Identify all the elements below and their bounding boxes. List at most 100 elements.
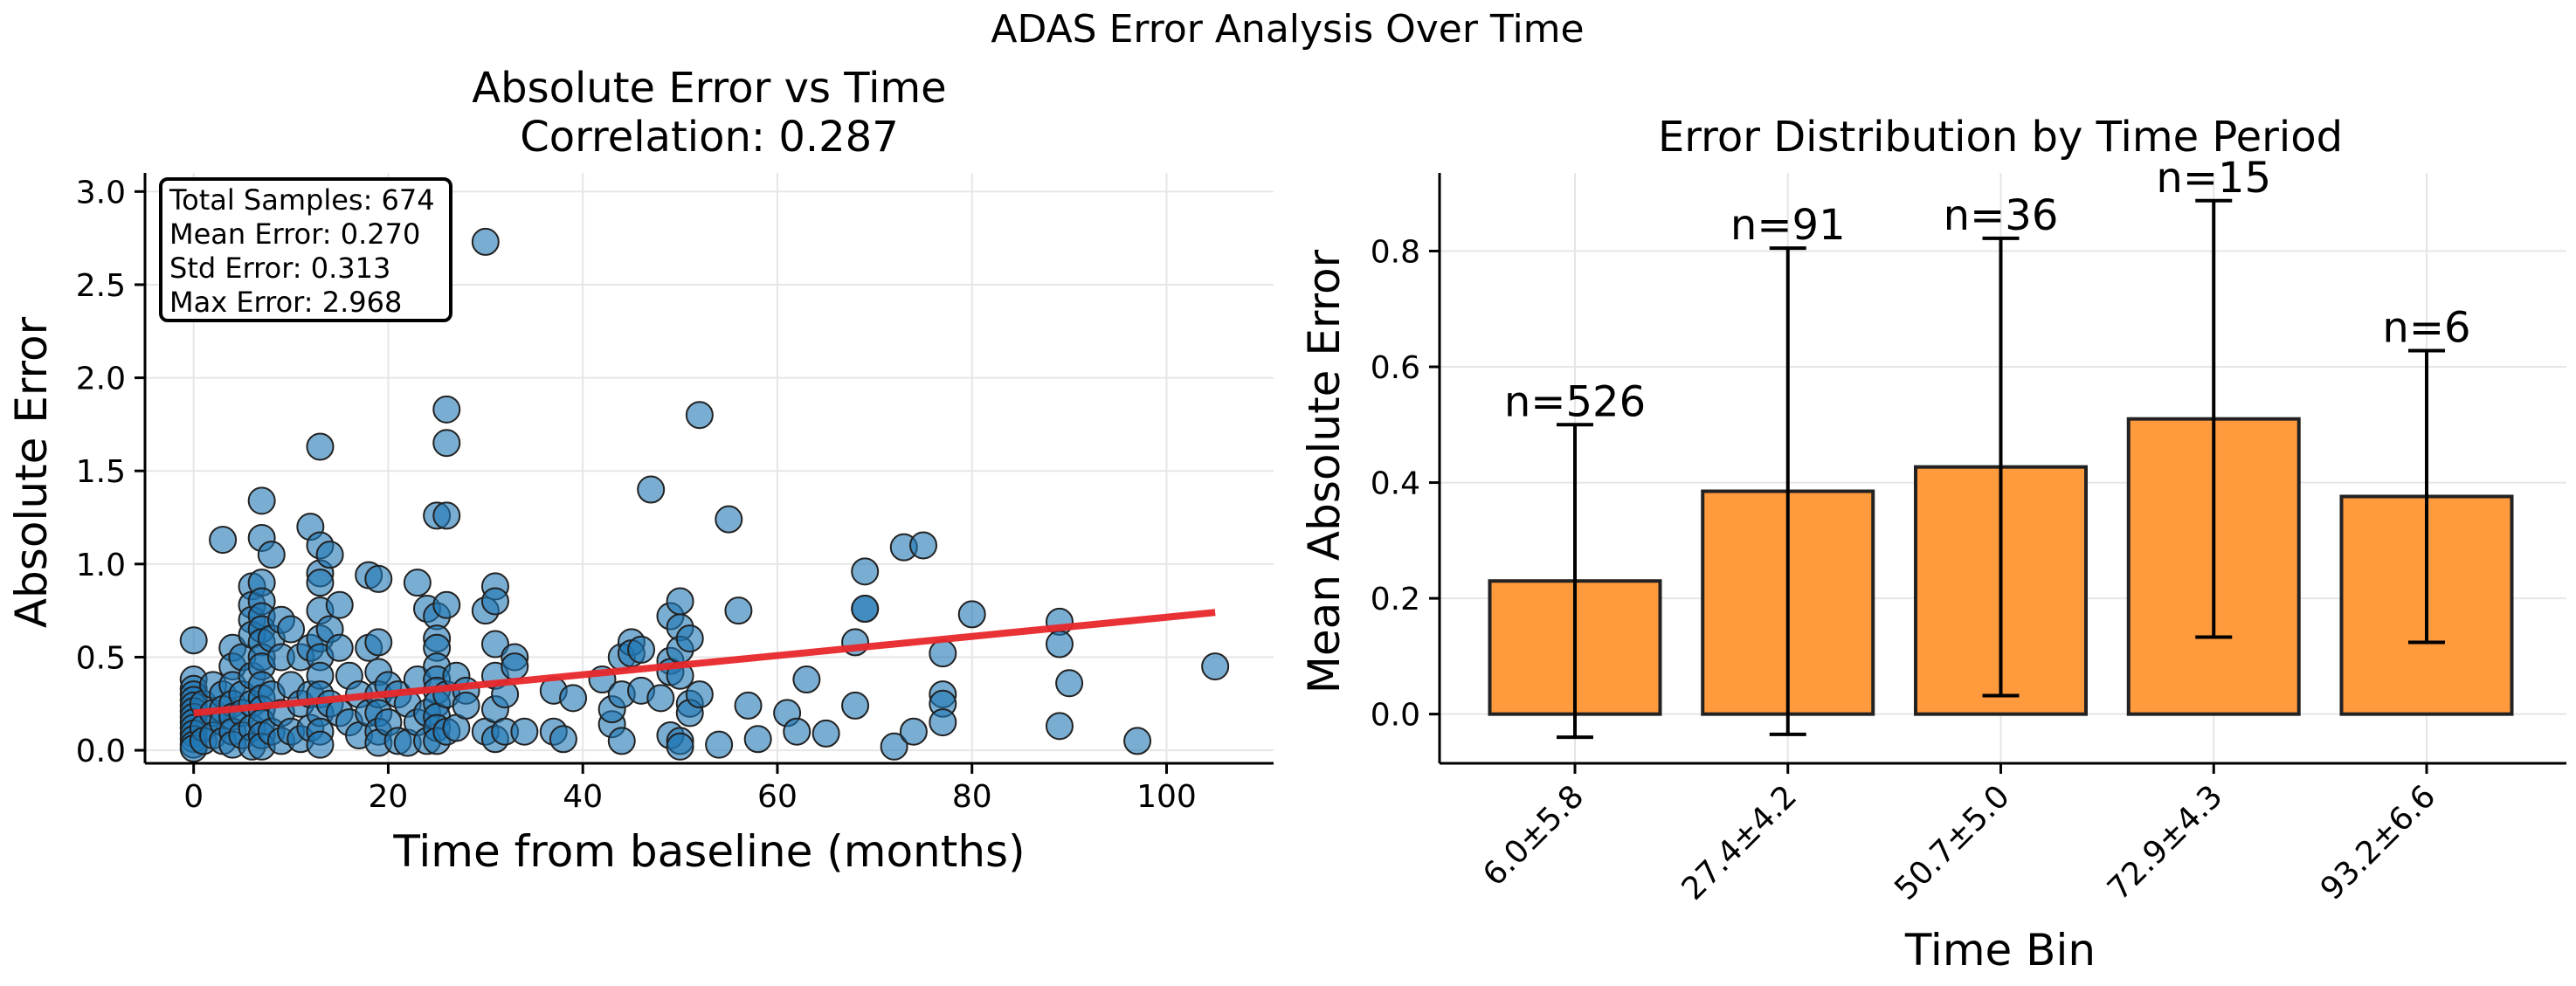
scatter-point bbox=[929, 639, 957, 668]
scatter-point bbox=[627, 635, 656, 664]
scatter-point bbox=[432, 501, 461, 530]
scatter-point bbox=[510, 717, 539, 746]
bar-y-tick-label: 0.0 bbox=[1371, 698, 1420, 734]
scatter-point bbox=[851, 595, 880, 624]
scatter-point bbox=[841, 691, 870, 720]
bar-error-bars bbox=[1557, 198, 2445, 740]
scatter-point bbox=[471, 227, 500, 256]
scatter-point bbox=[675, 624, 704, 653]
bar-count-label: n=36 bbox=[1944, 191, 2059, 240]
scatter-point bbox=[364, 628, 393, 657]
scatter-point bbox=[315, 541, 344, 569]
bar-y-tick-label: 0.4 bbox=[1371, 466, 1420, 502]
scatter-y-ticks: 0.0 0.5 1.0 1.5 2.0 2.5 3.0 bbox=[76, 175, 145, 769]
scatter-trend-line bbox=[193, 609, 1216, 717]
scatter-point bbox=[306, 569, 335, 597]
scatter-x-tick-label: 0 bbox=[183, 779, 204, 815]
scatter-point bbox=[432, 395, 461, 424]
scatter-point bbox=[743, 725, 772, 754]
stats-mean-error: Mean Error: 0.270 bbox=[169, 217, 420, 251]
stats-std-error: Std Error: 0.313 bbox=[169, 252, 390, 285]
scatter-point bbox=[452, 691, 480, 720]
scatter-point bbox=[715, 505, 743, 534]
scatter-point bbox=[666, 732, 694, 761]
scatter-point bbox=[880, 732, 908, 761]
scatter-x-axis-label: Time from baseline (months) bbox=[392, 826, 1025, 877]
scatter-y-axis-label: Absolute Error bbox=[6, 316, 57, 628]
bar-y-tick-label: 0.2 bbox=[1371, 582, 1420, 617]
bar-y-ticks: 0.0 0.2 0.4 0.6 0.8 bbox=[1371, 234, 1440, 734]
scatter-y-tick-label: 1.5 bbox=[76, 454, 126, 490]
scatter-x-tick-label: 80 bbox=[952, 779, 992, 815]
scatter-point bbox=[792, 665, 821, 694]
scatter-axes bbox=[143, 173, 1274, 765]
scatter-point bbox=[432, 429, 461, 458]
scatter-point bbox=[685, 401, 714, 430]
scatter-x-ticks: 0 20 40 60 80 100 bbox=[183, 763, 1197, 815]
scatter-point bbox=[247, 486, 276, 515]
scatter-subtitle: Correlation: 0.287 bbox=[520, 113, 899, 162]
scatter-point bbox=[1045, 712, 1074, 741]
scatter-y-tick-label: 2.5 bbox=[76, 268, 126, 304]
scatter-point bbox=[257, 541, 286, 569]
bar-count-label: n=6 bbox=[2382, 303, 2470, 352]
scatter-point bbox=[209, 526, 238, 555]
scatter-y-tick-label: 0.0 bbox=[76, 734, 126, 769]
stats-total-samples: Total Samples: 674 bbox=[169, 183, 435, 217]
scatter-panel: Absolute Error vs Time Correlation: 0.28… bbox=[6, 64, 1274, 877]
scatter-point bbox=[364, 564, 393, 593]
scatter-point bbox=[909, 531, 938, 560]
scatter-point bbox=[899, 717, 928, 746]
scatter-x-tick-label: 100 bbox=[1136, 779, 1197, 815]
scatter-point bbox=[501, 652, 529, 681]
stats-max-error: Max Error: 2.968 bbox=[169, 286, 402, 319]
bar-y-axis-label: Mean Absolute Error bbox=[1299, 249, 1350, 693]
scatter-point bbox=[403, 569, 432, 597]
scatter-point bbox=[306, 730, 335, 759]
scatter-point bbox=[480, 630, 509, 658]
scatter-x-tick-label: 20 bbox=[369, 779, 409, 815]
scatter-point bbox=[705, 730, 734, 759]
stats-box: Total Samples: 674 Mean Error: 0.270 Std… bbox=[159, 177, 452, 322]
scatter-point bbox=[783, 717, 811, 746]
scatter-point bbox=[1055, 669, 1084, 698]
bar-title: Error Distribution by Time Period bbox=[1658, 113, 2343, 162]
scatter-title: Absolute Error vs Time bbox=[472, 64, 946, 113]
scatter-y-tick-label: 3.0 bbox=[76, 175, 126, 210]
scatter-point bbox=[179, 626, 208, 655]
scatter-y-tick-label: 2.0 bbox=[76, 362, 126, 397]
stats-box-frame bbox=[159, 177, 452, 322]
scatter-point bbox=[1123, 727, 1152, 755]
scatter-point bbox=[306, 432, 335, 461]
bar-y-tick-label: 0.6 bbox=[1371, 350, 1420, 386]
scatter-point bbox=[724, 596, 753, 625]
scatter-y-tick-label: 1.0 bbox=[76, 548, 126, 583]
figure-title: ADAS Error Analysis Over Time bbox=[991, 7, 1584, 52]
scatter-points bbox=[179, 227, 1230, 762]
scatter-point bbox=[1201, 652, 1230, 681]
scatter-point bbox=[277, 615, 306, 644]
scatter-point bbox=[646, 684, 675, 713]
scatter-point bbox=[480, 587, 509, 616]
scatter-point bbox=[957, 600, 986, 629]
scatter-point bbox=[811, 719, 840, 748]
scatter-point bbox=[851, 557, 880, 586]
scatter-point bbox=[666, 587, 694, 616]
scatter-y-tick-label: 0.5 bbox=[76, 640, 126, 676]
bar-axes bbox=[1438, 173, 2566, 765]
scatter-point bbox=[607, 727, 636, 755]
scatter-point bbox=[549, 725, 577, 754]
bar-count-label: n=91 bbox=[1730, 201, 1846, 250]
bar-count-labels: n=526 n=91 n=36 n=15 n=6 bbox=[1504, 154, 2471, 426]
scatter-point bbox=[1045, 630, 1074, 658]
scatter-point bbox=[637, 475, 666, 504]
scatter-point bbox=[559, 684, 588, 713]
scatter-x-tick-label: 60 bbox=[757, 779, 798, 815]
scatter-point bbox=[734, 691, 763, 720]
bar-x-axis-label: Time Bin bbox=[1904, 925, 2096, 976]
scatter-point bbox=[685, 680, 714, 709]
scatter-point bbox=[325, 590, 354, 619]
scatter-x-tick-label: 40 bbox=[563, 779, 603, 815]
scatter-point bbox=[929, 708, 957, 737]
